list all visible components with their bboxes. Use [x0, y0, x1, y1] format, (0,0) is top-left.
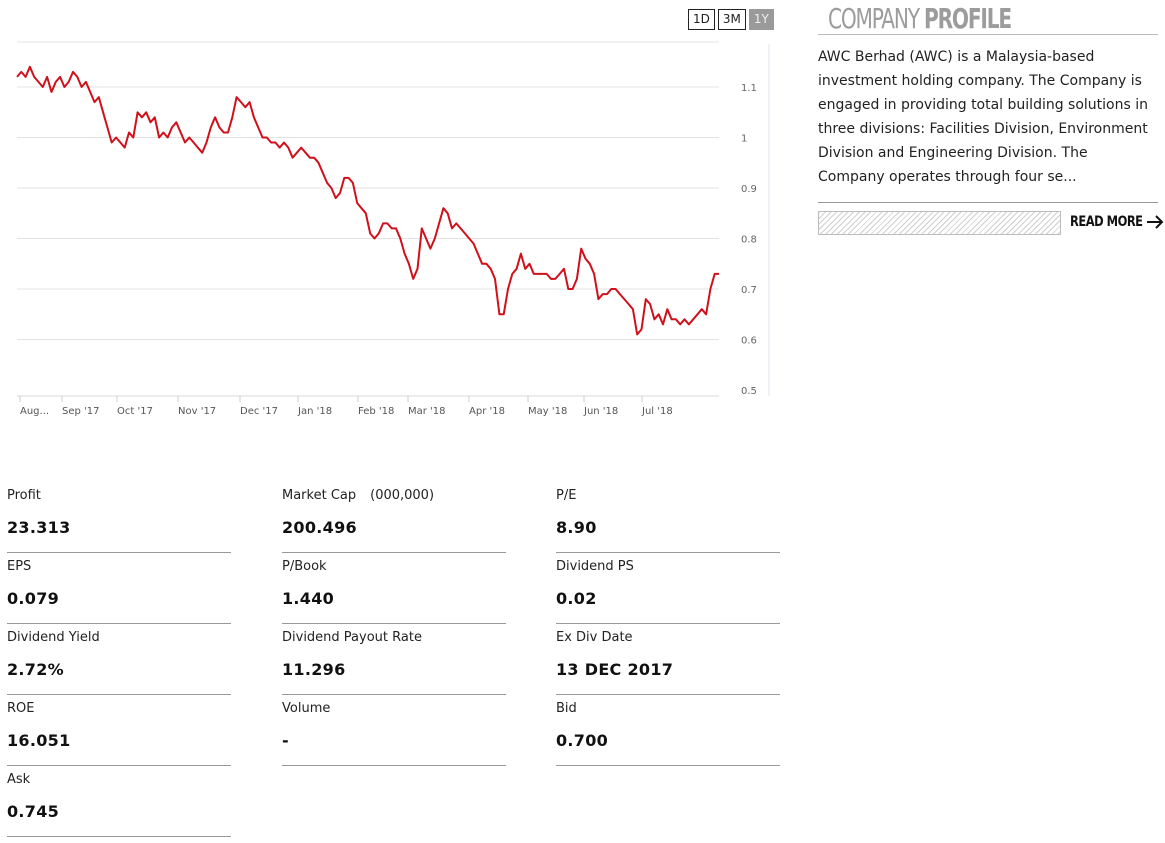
stat-value: 0.700: [556, 731, 609, 750]
stat-divider: [7, 623, 231, 624]
company-profile-title: COMPANY PROFILE: [828, 2, 1012, 35]
range-selector: 1D 3M 1Y: [688, 9, 774, 30]
hatch-decoration: [818, 211, 1061, 235]
stat-label: Ex Div Date: [556, 630, 633, 645]
stat-value: 23.313: [7, 518, 71, 537]
title-divider: [818, 34, 1158, 35]
stat-divider: [282, 694, 506, 695]
stat-label: Market Cap (000,000): [282, 488, 434, 503]
stat-divider: [7, 694, 231, 695]
x-tick-label: Jan '18: [297, 406, 332, 417]
stat-divider: [282, 552, 506, 553]
stat-pbook: P/Book 1.440: [282, 559, 506, 630]
stat-divider: [7, 765, 231, 766]
stat-market-cap: Market Cap (000,000) 200.496: [282, 488, 506, 559]
x-tick-label: Feb '18: [358, 406, 394, 417]
profile-divider: [818, 202, 1158, 203]
y-tick-label: 0.9: [741, 184, 757, 195]
stat-roe: ROE 16.051: [7, 701, 231, 772]
stat-bid: Bid 0.700: [556, 701, 780, 772]
stat-value: 1.440: [282, 589, 335, 608]
stat-value: 2.72%: [7, 660, 65, 679]
y-tick-label: 0.5: [741, 386, 757, 397]
stat-divider: [282, 623, 506, 624]
y-tick-label: 0.8: [741, 235, 757, 246]
price-chart[interactable]: 1.1 1 0.9 0.8 0.7 0.6 0.5 Aug... Sep '17 Oct '17 N…: [0, 30, 790, 430]
stat-value: 11.296: [282, 660, 346, 679]
stat-label: Dividend Yield: [7, 630, 100, 645]
stat-ex-div-date: Ex Div Date 13 DEC 2017: [556, 630, 780, 701]
stat-value: 16.051: [7, 731, 71, 750]
stat-volume: Volume -: [282, 701, 506, 772]
x-tick-label: Nov '17: [178, 406, 216, 417]
stat-value: 0.079: [7, 589, 60, 608]
stat-label: Dividend Payout Rate: [282, 630, 422, 645]
x-tick-label: Dec '17: [240, 406, 278, 417]
arrow-right-icon: [1147, 215, 1164, 229]
stat-dividend-payout-rate: Dividend Payout Rate 11.296: [282, 630, 506, 701]
price-chart-svg: 1.1 1 0.9 0.8 0.7 0.6 0.5 Aug... Sep '17 Oct '17 N…: [16, 41, 770, 417]
stat-divider: [556, 694, 780, 695]
stat-label: Profit: [7, 488, 41, 503]
stat-divider: [7, 836, 231, 837]
stat-label: Ask: [7, 772, 31, 787]
profile-title-bold: PROFILE: [924, 2, 1012, 35]
y-tick-label: 1: [741, 134, 747, 145]
stat-label: ROE: [7, 701, 35, 716]
stat-dividend-ps: Dividend PS 0.02: [556, 559, 780, 630]
range-3m-button[interactable]: 3M: [717, 9, 746, 30]
profile-title-light: COMPANY: [828, 2, 920, 35]
price-series-line: [16, 65, 719, 336]
range-1d-button[interactable]: 1D: [688, 9, 715, 30]
range-1y-button[interactable]: 1Y: [748, 9, 774, 30]
stat-value: 200.496: [282, 518, 357, 537]
stat-ask: Ask 0.745: [7, 772, 231, 843]
x-tick-label: Sep '17: [62, 406, 100, 417]
read-more-label: READ MORE: [1070, 214, 1143, 230]
stat-label-text: Market Cap: [282, 488, 357, 503]
stat-divider: [556, 552, 780, 553]
stat-label: P/E: [556, 488, 577, 503]
stat-divider: [556, 623, 780, 624]
stat-unit: (000,000): [370, 488, 435, 503]
stat-label: Volume: [282, 701, 331, 716]
stat-divider: [7, 552, 231, 553]
y-tick-label: 0.7: [741, 285, 757, 296]
company-description: AWC Berhad (AWC) is a Malaysia-based inv…: [818, 49, 1148, 185]
stat-eps: EPS 0.079: [7, 559, 231, 630]
read-more-link[interactable]: READ MORE: [1070, 214, 1164, 230]
stat-value: 0.02: [556, 589, 597, 608]
stat-divider: [282, 765, 506, 766]
stat-divider: [556, 765, 780, 766]
y-tick-label: 1.1: [741, 83, 757, 94]
x-tick-label: Mar '18: [408, 406, 446, 417]
x-tick-label: May '18: [528, 406, 567, 417]
x-tick-label: Apr '18: [469, 406, 505, 417]
stat-value: 0.745: [7, 802, 60, 821]
stat-profit: Profit 23.313: [7, 488, 231, 559]
x-tick-label: Jul '18: [641, 406, 673, 417]
stat-label: Dividend PS: [556, 559, 634, 574]
x-tick-label: Aug...: [20, 406, 49, 417]
stat-label: EPS: [7, 559, 32, 574]
stat-value: 13 DEC 2017: [556, 660, 674, 679]
stat-dividend-yield: Dividend Yield 2.72%: [7, 630, 231, 701]
x-tick-label: Oct '17: [117, 406, 153, 417]
stat-pe: P/E 8.90: [556, 488, 780, 559]
stat-label: P/Book: [282, 559, 327, 574]
stat-value: 8.90: [556, 518, 597, 537]
x-tick-label: Jun '18: [583, 406, 618, 417]
stat-value: -: [282, 731, 289, 750]
stat-label: Bid: [556, 701, 577, 716]
y-tick-label: 0.6: [741, 336, 757, 347]
